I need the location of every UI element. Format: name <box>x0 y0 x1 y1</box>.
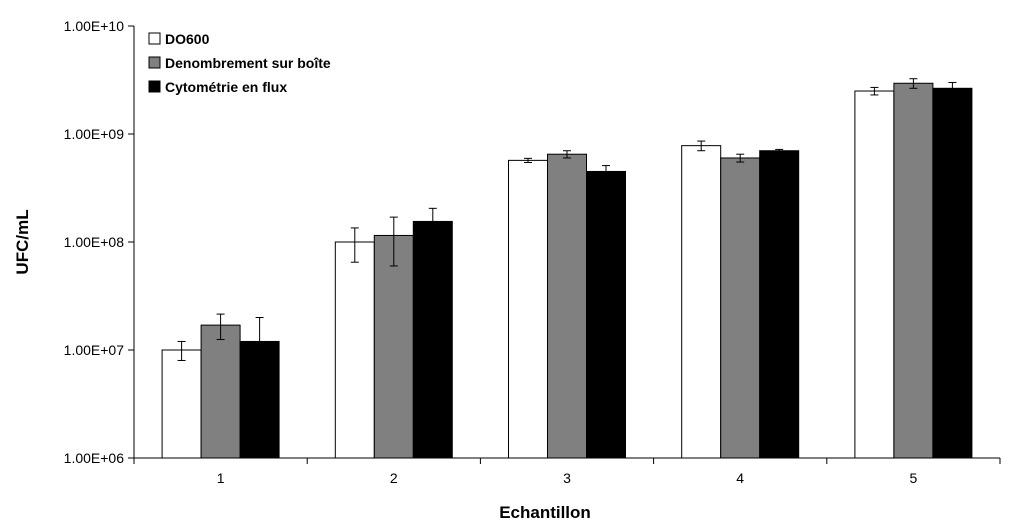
y-tick-label: 1.00E+07 <box>64 342 125 358</box>
bar <box>586 170 626 459</box>
y-axis-title: UFC/mL <box>13 209 32 274</box>
bar <box>893 82 934 459</box>
x-tick-label: 3 <box>563 470 571 486</box>
bar <box>759 150 800 459</box>
plot-area: 1.00E+06 1.00E+07 1.00E+08 1.00E+09 1.00E+10… <box>64 18 1001 486</box>
bar <box>508 159 548 459</box>
legend-swatch <box>148 56 161 69</box>
x-axis-title: Echantillon <box>499 503 591 522</box>
x-tick-label: 2 <box>390 470 398 486</box>
y-tick-label: 1.00E+08 <box>64 234 125 250</box>
legend-swatch <box>148 32 161 45</box>
legend-label: DO600 <box>165 31 210 47</box>
bar <box>854 90 895 459</box>
bar <box>547 153 587 459</box>
bar <box>373 234 414 459</box>
legend-label: Denombrement sur boîte <box>165 55 331 71</box>
bar <box>720 157 761 459</box>
y-tick-label: 1.00E+09 <box>64 126 125 142</box>
bar <box>161 349 202 459</box>
y-tick-label: 1.00E+10 <box>64 18 125 34</box>
bar <box>412 220 453 459</box>
x-tick-label: 5 <box>910 470 918 486</box>
legend-label: Cytométrie en flux <box>165 79 287 95</box>
x-tick-label: 4 <box>736 470 744 486</box>
legend-swatch <box>148 80 161 93</box>
y-tick-label: 1.00E+06 <box>64 450 125 466</box>
bar <box>932 87 973 459</box>
x-tick-label: 1 <box>217 470 225 486</box>
bar <box>681 145 722 459</box>
bar <box>334 241 375 459</box>
bar <box>200 324 241 459</box>
